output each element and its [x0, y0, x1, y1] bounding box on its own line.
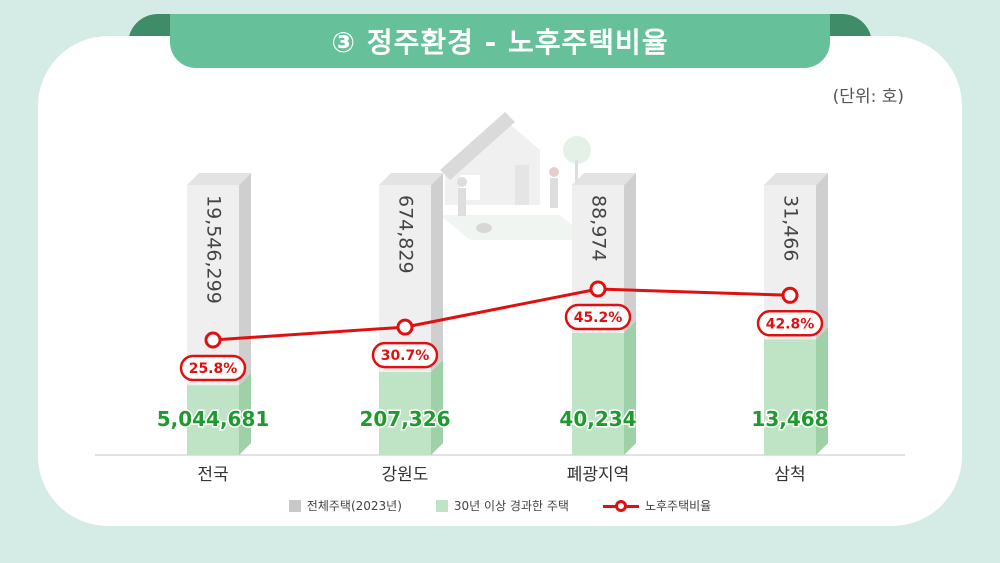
legend: 전체주택(2023년) 30년 이상 경과한 주택 노후주택비율	[0, 497, 1000, 514]
total-value-label-1: 674,829	[395, 195, 417, 274]
page-title: ③ 정주환경 - 노후주택비율	[331, 26, 669, 59]
bar-total-top-2	[572, 173, 636, 185]
ratio-point-1	[396, 318, 414, 336]
category-label-3: 삼척	[774, 465, 805, 485]
legend-label-old: 30년 이상 경과한 주택	[453, 499, 569, 513]
bar-old-side-0	[239, 373, 251, 455]
house-illustration-icon	[440, 112, 591, 240]
ratio-point-3	[781, 286, 799, 304]
bar-old-2	[572, 332, 624, 455]
ratio-label-2: 45.2%	[574, 310, 623, 326]
legend-item-total: 전체주택(2023년)	[288, 497, 402, 514]
old-value-label-1: 207,326	[359, 407, 450, 431]
bar-old-3	[764, 339, 816, 455]
legend-swatch-old	[435, 499, 448, 512]
category-label-0: 전국	[197, 465, 228, 485]
category-label-2: 폐광지역	[567, 465, 630, 485]
bar-old-side-2	[624, 320, 636, 455]
ratio-line-series	[212, 287, 791, 342]
ratio-label-box-1	[371, 341, 439, 369]
title-ribbon: ③ 정주환경 - 노후주택비율	[170, 14, 830, 68]
legend-line-ratio-icon	[602, 499, 639, 512]
total-value-label-2: 88,974	[588, 195, 610, 261]
unit-label: (단위: 호)	[832, 87, 904, 107]
ratio-point-0	[204, 331, 222, 349]
total-value-label-3: 31,466	[780, 195, 802, 261]
ratio-point-2	[589, 280, 607, 298]
old-value-label-0: 5,044,681	[157, 407, 270, 431]
old-value-label-3: 13,468	[751, 407, 828, 431]
category-label-1: 강원도	[382, 465, 429, 485]
legend-item-old: 30년 이상 경과한 주택	[435, 497, 569, 514]
bar-old-1	[379, 372, 431, 455]
bar-old-0	[187, 385, 239, 455]
ratio-label-3: 42.8%	[766, 316, 815, 332]
legend-item-ratio: 노후주택비율	[602, 497, 712, 514]
legend-label-total: 전체주택(2023년)	[306, 499, 402, 513]
legend-label-ratio: 노후주택비율	[644, 499, 712, 513]
total-value-label-0: 19,546,299	[203, 195, 225, 304]
legend-swatch-total	[288, 499, 301, 512]
bar-total-top-0	[187, 173, 251, 185]
bar-old-side-3	[816, 327, 828, 455]
bar-total-top-1	[379, 173, 443, 185]
old-value-label-2: 40,234	[559, 407, 636, 431]
ratio-label-box-3	[756, 310, 824, 337]
ratio-label-0: 25.8%	[189, 361, 238, 377]
ratio-label-box-2	[564, 303, 632, 331]
ratio-label-box-0	[179, 354, 247, 382]
bar-old-side-1	[431, 360, 443, 455]
ratio-label-1: 30.7%	[381, 348, 430, 364]
bar-total-top-3	[764, 173, 828, 185]
